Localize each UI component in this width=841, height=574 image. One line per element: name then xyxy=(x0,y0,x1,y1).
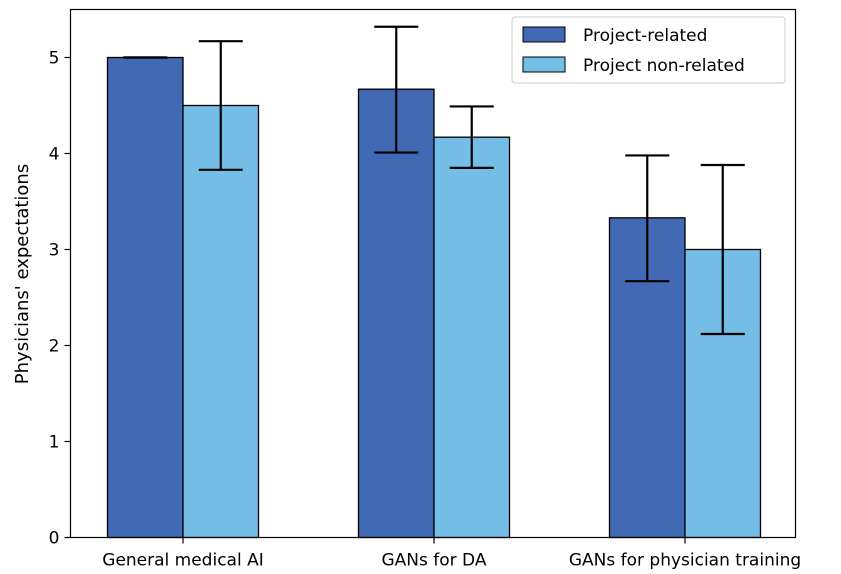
y-axis-label: Physicians' expectations xyxy=(12,164,33,384)
bar-project-related xyxy=(106,56,184,539)
legend: Project-related Project non-related xyxy=(511,16,786,84)
error-bar xyxy=(374,25,419,154)
legend-label-project-non-related: Project non-related xyxy=(583,56,745,76)
legend-label-project-related: Project-related xyxy=(583,26,707,46)
error-bar xyxy=(700,163,745,336)
legend-swatch-project-non-related xyxy=(522,56,566,73)
plot-frame xyxy=(69,8,797,539)
bar-project-related xyxy=(357,88,435,539)
y-tick-label: 0 xyxy=(49,529,60,549)
bar-project-non-related xyxy=(433,136,511,539)
y-tick-label: 5 xyxy=(49,49,60,69)
x-tick-label: GANs for DA xyxy=(382,551,487,571)
x-tick-label: GANs for physician training xyxy=(569,551,801,571)
legend-box xyxy=(511,16,786,84)
error-bar xyxy=(198,40,243,171)
error-bar xyxy=(449,105,494,169)
y-tick-label: 2 xyxy=(49,337,60,357)
x-tick-label: General medical AI xyxy=(102,551,263,571)
y-tick-label: 3 xyxy=(49,241,60,261)
y-tick-label: 4 xyxy=(49,145,60,165)
error-bar xyxy=(625,154,670,283)
legend-swatch-project-related xyxy=(522,26,566,43)
y-tick-label: 1 xyxy=(49,433,60,453)
